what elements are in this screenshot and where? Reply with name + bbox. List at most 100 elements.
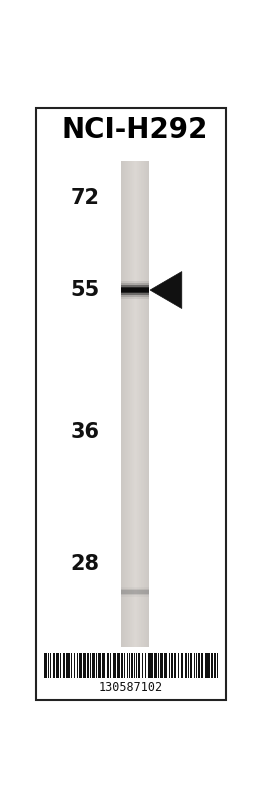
Bar — [136, 161, 137, 647]
Bar — [148, 161, 149, 647]
Bar — [151, 654, 153, 678]
Bar — [171, 654, 173, 678]
Bar — [48, 654, 49, 678]
Bar — [71, 654, 72, 678]
Bar — [133, 161, 134, 647]
Bar — [137, 161, 138, 647]
Bar — [121, 590, 149, 594]
Bar — [188, 654, 189, 678]
Bar — [148, 654, 150, 678]
Bar — [77, 654, 78, 678]
Bar — [217, 654, 218, 678]
Bar — [66, 654, 68, 678]
Bar — [83, 654, 86, 678]
Bar — [121, 285, 149, 295]
Bar — [138, 161, 139, 647]
Bar — [129, 654, 130, 678]
Bar — [102, 654, 105, 678]
Text: NCI-H292: NCI-H292 — [62, 116, 208, 144]
Bar — [79, 654, 82, 678]
Bar — [134, 161, 135, 647]
Bar — [110, 654, 111, 678]
Bar — [63, 654, 65, 678]
Bar — [124, 654, 125, 678]
Bar — [164, 654, 167, 678]
Bar — [126, 161, 127, 647]
Bar — [124, 161, 125, 647]
Bar — [131, 161, 132, 647]
Bar — [158, 654, 159, 678]
Bar — [87, 654, 89, 678]
Bar — [113, 654, 116, 678]
Bar — [121, 587, 149, 597]
Bar — [190, 654, 192, 678]
Bar — [136, 654, 137, 678]
Bar — [154, 654, 157, 678]
Bar — [198, 654, 200, 678]
Bar — [135, 161, 136, 647]
Bar — [144, 161, 145, 647]
Bar — [147, 161, 148, 647]
Bar — [53, 654, 55, 678]
Bar — [211, 654, 212, 678]
Bar — [128, 161, 129, 647]
Bar — [121, 287, 149, 293]
Bar — [74, 654, 76, 678]
Bar — [145, 161, 146, 647]
Bar — [132, 161, 133, 647]
Bar — [181, 654, 183, 678]
Bar — [127, 161, 128, 647]
Bar — [194, 654, 195, 678]
Bar — [185, 654, 187, 678]
Bar — [140, 161, 141, 647]
Bar — [121, 589, 149, 595]
Bar — [145, 654, 146, 678]
Bar — [139, 161, 140, 647]
Bar — [125, 161, 126, 647]
Bar — [138, 654, 140, 678]
Bar — [68, 654, 70, 678]
Bar — [169, 654, 170, 678]
Bar — [107, 654, 109, 678]
Bar — [142, 654, 143, 678]
Text: 36: 36 — [70, 422, 99, 442]
Bar — [121, 283, 149, 297]
Bar — [123, 161, 124, 647]
Text: 72: 72 — [70, 188, 99, 208]
Bar — [196, 654, 197, 678]
Bar — [142, 161, 143, 647]
Bar — [119, 654, 121, 678]
Bar — [130, 161, 131, 647]
Bar — [127, 654, 128, 678]
Bar — [60, 654, 61, 678]
Bar — [178, 654, 179, 678]
Bar — [96, 654, 97, 678]
Bar — [121, 161, 122, 647]
Bar — [201, 654, 203, 678]
Bar — [44, 654, 47, 678]
Bar — [50, 654, 51, 678]
Bar — [122, 161, 123, 647]
Bar — [134, 654, 135, 678]
Bar — [143, 161, 144, 647]
Bar — [129, 161, 130, 647]
Bar — [174, 654, 176, 678]
Bar — [121, 281, 149, 299]
Bar — [214, 654, 216, 678]
Bar — [121, 288, 149, 292]
Bar — [121, 654, 123, 678]
Bar — [90, 654, 91, 678]
Bar — [131, 654, 133, 678]
Text: 130587102: 130587102 — [99, 681, 163, 694]
Polygon shape — [150, 271, 182, 309]
Bar — [56, 654, 59, 678]
Bar — [117, 654, 119, 678]
Bar — [98, 654, 101, 678]
Bar — [141, 161, 142, 647]
Bar — [208, 654, 210, 678]
Text: 28: 28 — [70, 554, 99, 574]
Bar — [92, 654, 95, 678]
Bar — [160, 654, 163, 678]
Bar — [146, 161, 147, 647]
Text: 55: 55 — [70, 280, 99, 300]
